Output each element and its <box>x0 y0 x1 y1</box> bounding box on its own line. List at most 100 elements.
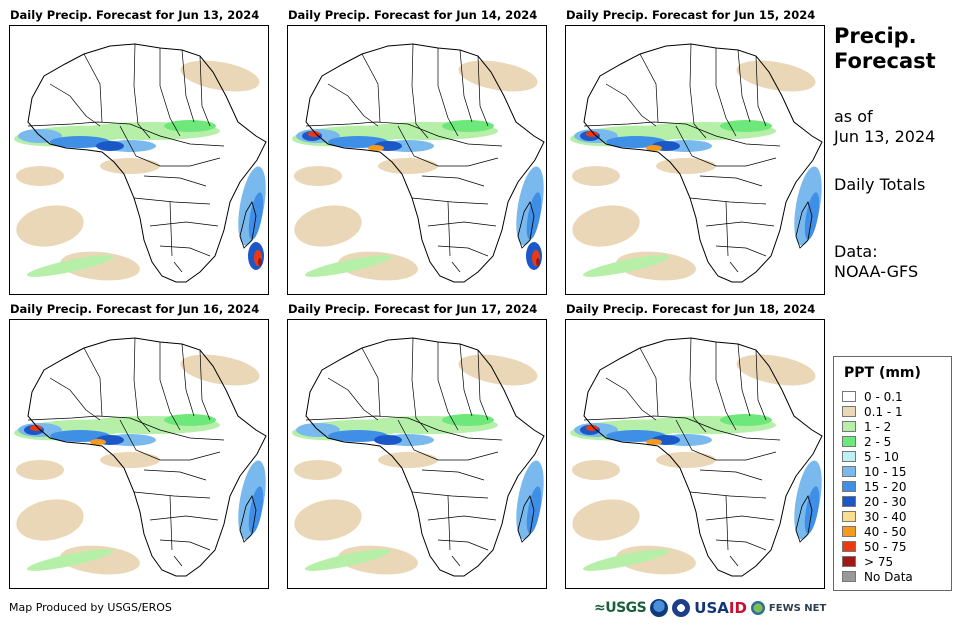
precip-area <box>50 136 110 148</box>
country-border <box>149 221 219 227</box>
legend-label: 50 - 75 <box>864 539 907 554</box>
country-border <box>327 83 379 127</box>
country-border <box>49 377 101 421</box>
precip-area <box>646 439 662 445</box>
country-border <box>83 347 103 417</box>
country-border <box>459 49 473 123</box>
madagascar-outline <box>795 495 813 543</box>
precip-area <box>368 145 384 151</box>
precip-area <box>16 205 84 247</box>
country-border <box>27 415 225 441</box>
precip-area <box>16 166 64 186</box>
data-source-value: NOAA-GFS <box>834 262 919 281</box>
panel-title-1: Daily Precip. Forecast for Jun 13, 2024 <box>10 8 260 22</box>
country-border <box>729 261 739 273</box>
precip-area <box>374 435 402 445</box>
country-border <box>689 197 767 205</box>
forecast-map-1[interactable] <box>9 25 269 295</box>
country-border <box>159 539 211 551</box>
country-border <box>447 495 451 551</box>
madagascar-outline <box>517 495 535 543</box>
precip-area <box>258 258 262 266</box>
country-border <box>397 125 499 167</box>
country-border <box>605 377 657 421</box>
legend-item: > 75 <box>842 554 893 569</box>
country-border <box>639 347 659 417</box>
country-border <box>675 125 777 167</box>
legend-swatch <box>842 436 856 447</box>
map-credit: Map Produced by USGS/EROS <box>9 601 172 614</box>
precip-area <box>458 60 538 92</box>
africa-map <box>14 43 267 283</box>
daily-totals-label: Daily Totals <box>834 175 926 194</box>
legend-item: 30 - 40 <box>842 509 907 524</box>
country-border <box>411 197 489 205</box>
legend-swatch <box>842 526 856 537</box>
africa-outline <box>305 43 545 283</box>
precip-area <box>536 258 540 266</box>
legend-label: 5 - 10 <box>864 449 899 464</box>
country-border <box>699 175 763 187</box>
country-border <box>305 415 503 441</box>
africa-outline <box>583 337 823 577</box>
legend-swatch <box>842 391 856 402</box>
noaa-seal-icon <box>650 599 669 617</box>
legend-swatch <box>842 541 856 552</box>
legend-item: 2 - 5 <box>842 434 891 449</box>
legend-swatch <box>842 571 856 582</box>
legend-label: 0.1 - 1 <box>864 404 903 419</box>
country-border <box>119 125 221 167</box>
forecast-map-4[interactable] <box>9 319 269 589</box>
precip-area <box>180 354 260 386</box>
country-border <box>477 349 489 421</box>
country-border <box>397 419 499 461</box>
country-border <box>715 245 767 257</box>
country-border <box>675 419 777 461</box>
country-border <box>605 83 657 127</box>
country-border <box>133 197 211 205</box>
precip-area <box>308 131 320 137</box>
country-border <box>729 555 739 567</box>
precip-area <box>586 425 598 431</box>
precip-area <box>100 158 160 174</box>
legend-label: No Data <box>864 569 913 584</box>
legend-item: No Data <box>842 569 913 584</box>
precip-area <box>720 414 772 426</box>
precip-area <box>26 549 114 571</box>
legend-swatch <box>842 451 856 462</box>
data-source-label: Data: <box>834 242 878 261</box>
forecast-map-2[interactable] <box>287 25 547 295</box>
country-border <box>459 343 473 417</box>
precip-area <box>378 158 438 174</box>
precip-area <box>294 499 362 541</box>
country-border <box>27 121 225 147</box>
country-border <box>133 491 211 499</box>
legend-label: 15 - 20 <box>864 479 907 494</box>
legend-label: 10 - 15 <box>864 464 907 479</box>
precip-area <box>96 141 124 151</box>
legend-swatch <box>842 511 856 522</box>
africa-map <box>292 43 545 283</box>
country-border <box>451 261 461 273</box>
country-border <box>361 347 381 417</box>
precip-area <box>736 354 816 386</box>
country-border <box>143 469 207 481</box>
country-border <box>689 337 707 433</box>
country-border <box>583 415 781 441</box>
country-border <box>437 342 459 431</box>
africa-outline <box>27 337 267 577</box>
africa-outline <box>583 43 823 283</box>
legend-item: 1 - 2 <box>842 419 891 434</box>
forecast-map-5[interactable] <box>287 319 547 589</box>
precip-area <box>586 131 598 137</box>
country-border <box>725 201 729 257</box>
country-border <box>421 175 485 187</box>
forecast-map-6[interactable] <box>565 319 825 589</box>
country-border <box>447 201 451 257</box>
country-border <box>715 342 737 431</box>
country-border <box>411 337 429 433</box>
precip-area <box>26 255 114 277</box>
usgs-logo: ≈USGS <box>594 600 647 616</box>
forecast-map-3[interactable] <box>565 25 825 295</box>
